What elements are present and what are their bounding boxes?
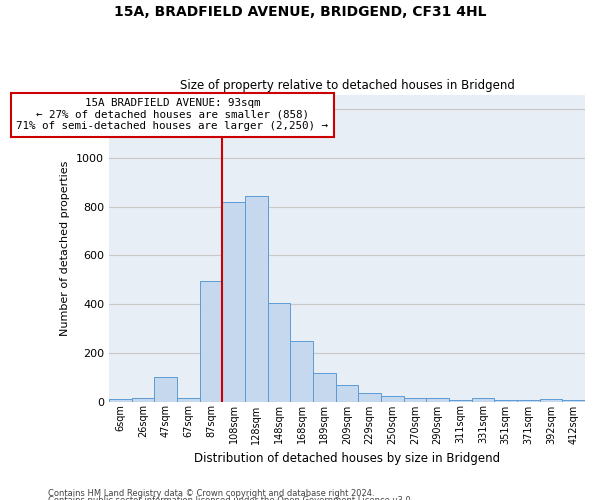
Bar [154,377,177,402]
Text: 15A BRADFIELD AVENUE: 93sqm
← 27% of detached houses are smaller (858)
71% of se: 15A BRADFIELD AVENUE: 93sqm ← 27% of det… [16,98,328,132]
Bar [427,398,449,402]
X-axis label: Distribution of detached houses by size in Bridgend: Distribution of detached houses by size … [194,452,500,465]
Text: Contains HM Land Registry data © Crown copyright and database right 2024.: Contains HM Land Registry data © Crown c… [48,488,374,498]
Bar [449,400,472,402]
Bar [494,400,517,402]
Bar [472,398,494,402]
Bar [268,303,290,402]
Bar [245,196,268,402]
Bar [358,393,381,402]
Bar [109,399,131,402]
Bar [335,385,358,402]
Bar [517,400,539,402]
Y-axis label: Number of detached properties: Number of detached properties [61,160,70,336]
Bar [177,398,200,402]
Bar [404,398,427,402]
Bar [313,374,335,402]
Bar [200,281,223,402]
Bar [562,400,585,402]
Bar [131,398,154,402]
Text: 15A, BRADFIELD AVENUE, BRIDGEND, CF31 4HL: 15A, BRADFIELD AVENUE, BRIDGEND, CF31 4H… [114,5,486,19]
Bar [381,396,404,402]
Bar [290,340,313,402]
Bar [223,202,245,402]
Text: Contains public sector information licensed under the Open Government Licence v3: Contains public sector information licen… [48,496,413,500]
Title: Size of property relative to detached houses in Bridgend: Size of property relative to detached ho… [179,79,514,92]
Bar [539,398,562,402]
